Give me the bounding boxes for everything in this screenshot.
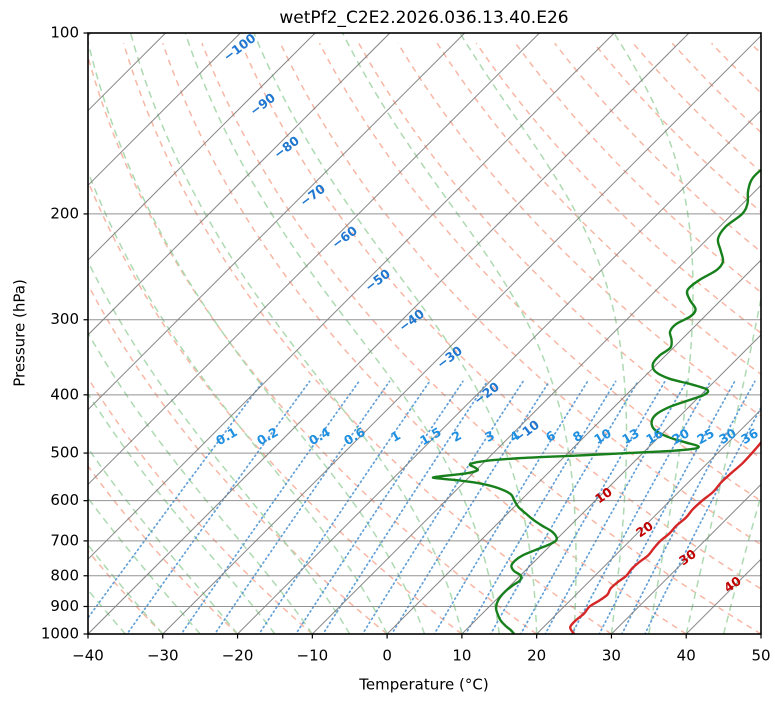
x-tick-label: 50	[751, 647, 770, 665]
mixing-ratio-line	[258, 380, 431, 634]
isotherm-lines	[88, 33, 761, 634]
x-tick-label: −40	[72, 647, 104, 665]
dry-adiabat	[88, 179, 463, 634]
y-tick-label: 900	[50, 597, 79, 615]
moist-adiabat	[88, 38, 426, 634]
isotherm-line	[88, 33, 540, 486]
isotherm-line	[88, 33, 615, 560]
y-tick-label: 100	[50, 24, 79, 42]
x-axis-label: Temperature (°C)	[358, 676, 488, 694]
mixing-ratio-line	[598, 380, 736, 634]
mixing-ratio-line	[361, 380, 524, 634]
x-tick-label: 0	[382, 647, 392, 665]
mixing-ratio-line	[464, 380, 617, 634]
plot-border	[87, 32, 762, 635]
dry-adiabat	[88, 53, 538, 634]
mixing-ratio-line	[125, 380, 311, 634]
y-axis-ticks: 100 200 300 400 500 600 700 800 900 1000	[41, 24, 88, 643]
dry-adiabat	[88, 464, 239, 634]
y-tick-label: 700	[50, 531, 79, 549]
mixing-ratio-line	[621, 380, 756, 634]
isotherm-line	[88, 33, 690, 634]
dry-adiabat	[436, 42, 761, 376]
dry-adiabat-lines	[88, 42, 761, 634]
plot-background	[88, 33, 761, 634]
isotherm-line	[88, 33, 241, 187]
moist-adiabat	[88, 259, 351, 634]
moist-adiabat	[88, 496, 201, 634]
dry-adiabat	[514, 42, 761, 294]
dry-adiabat	[279, 42, 761, 546]
mixing-ratio-line	[294, 380, 464, 634]
moist-adiabat	[88, 169, 388, 634]
x-tick-label: 30	[602, 647, 621, 665]
y-tick-label: 800	[50, 566, 79, 584]
moist-adiabat	[253, 33, 538, 634]
page-title: wetPf2_C2E2.2026.036.13.40.E26	[279, 8, 568, 28]
x-tick-label: −20	[222, 647, 254, 665]
y-tick-label: 600	[50, 491, 79, 509]
lcl-marker	[770, 459, 775, 467]
x-tick-label: −30	[147, 647, 179, 665]
moist-adiabat-lines	[88, 33, 761, 634]
moist-adiabat	[184, 33, 501, 634]
isotherm-line	[88, 33, 391, 336]
moist-adiabat	[685, 294, 761, 634]
y-tick-label: 500	[50, 444, 79, 462]
isotherm-line	[88, 33, 466, 411]
y-tick-label: 200	[50, 204, 79, 222]
dewpoint-profile	[431, 168, 761, 634]
isotherm-line	[611, 483, 761, 634]
mixing-ratio-line	[321, 380, 489, 634]
dry-adiabat	[88, 283, 388, 634]
temperature-profile	[568, 440, 761, 634]
isotherm-line	[386, 259, 761, 634]
x-axis-ticks: −40 −30 −20 −10 0 10 20 30 40 50	[72, 634, 771, 665]
x-tick-label: 10	[452, 647, 471, 665]
isotherm-line	[461, 334, 761, 634]
dry-adiabat	[201, 42, 761, 634]
lcl-marker-icon	[770, 459, 775, 467]
moist-adiabat	[88, 588, 126, 634]
moist-adiabat	[341, 33, 577, 634]
mixing-ratio-line	[644, 405, 761, 634]
dry-adiabat	[318, 42, 761, 502]
mixing-ratio-line	[213, 380, 391, 634]
mixing-ratio-line	[433, 380, 589, 634]
dry-adiabat	[88, 549, 164, 634]
isotherm-line	[88, 33, 316, 261]
moist-adiabat	[88, 543, 164, 634]
x-tick-label: 20	[527, 647, 546, 665]
isotherm-line	[536, 408, 761, 634]
isotherm-line	[237, 109, 761, 634]
y-tick-label: 400	[50, 385, 79, 403]
dry-adiabat	[475, 42, 761, 334]
isotherm-line	[311, 184, 761, 634]
x-tick-label: −10	[297, 647, 329, 665]
moist-adiabat	[760, 631, 761, 634]
dry-adiabat	[240, 42, 761, 590]
sounding-curves	[431, 168, 761, 634]
isotherm-line	[162, 35, 761, 634]
y-tick-label: 300	[50, 310, 79, 328]
moist-adiabat	[613, 33, 694, 634]
isotherm-line	[760, 633, 761, 634]
x-tick-label: 40	[677, 647, 696, 665]
moist-adiabat	[458, 33, 628, 634]
y-axis-label: Pressure (hPa)	[11, 279, 29, 387]
dry-adiabat	[162, 42, 687, 634]
y-tick-label: 1000	[41, 625, 79, 643]
mixing-ratio-line	[519, 380, 666, 634]
